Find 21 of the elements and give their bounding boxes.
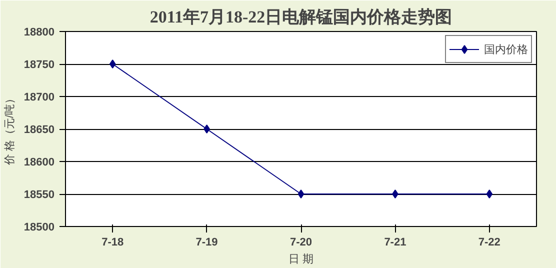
x-axis-title: 日 期	[288, 254, 314, 266]
y-axis-title: 价 格（元/吨）	[2, 92, 16, 166]
y-tick-label: 18700	[24, 92, 55, 104]
y-tick-label: 18500	[24, 222, 55, 234]
chart-title: 2011年7月18-22日电解锰国内价格走势图	[150, 8, 452, 26]
legend-label: 国内价格	[484, 42, 528, 56]
point	[486, 190, 493, 198]
x-tick-label: 7-18	[102, 236, 124, 248]
point	[392, 190, 398, 198]
x-tick-label: 7-19	[196, 236, 218, 248]
y-tick-label: 18600	[24, 156, 55, 168]
y-tick-label: 18650	[24, 124, 55, 136]
y-tick-label: 18750	[24, 59, 55, 71]
x-tick-label: 7-20	[290, 236, 312, 248]
x-tick-label: 7-21	[384, 236, 406, 248]
x-tick-label: 7-22	[478, 236, 500, 248]
point	[109, 60, 116, 68]
y-tick-label: 18550	[24, 189, 55, 201]
point	[204, 124, 210, 134]
point	[298, 190, 304, 198]
y-tick-label: 18800	[24, 26, 55, 38]
